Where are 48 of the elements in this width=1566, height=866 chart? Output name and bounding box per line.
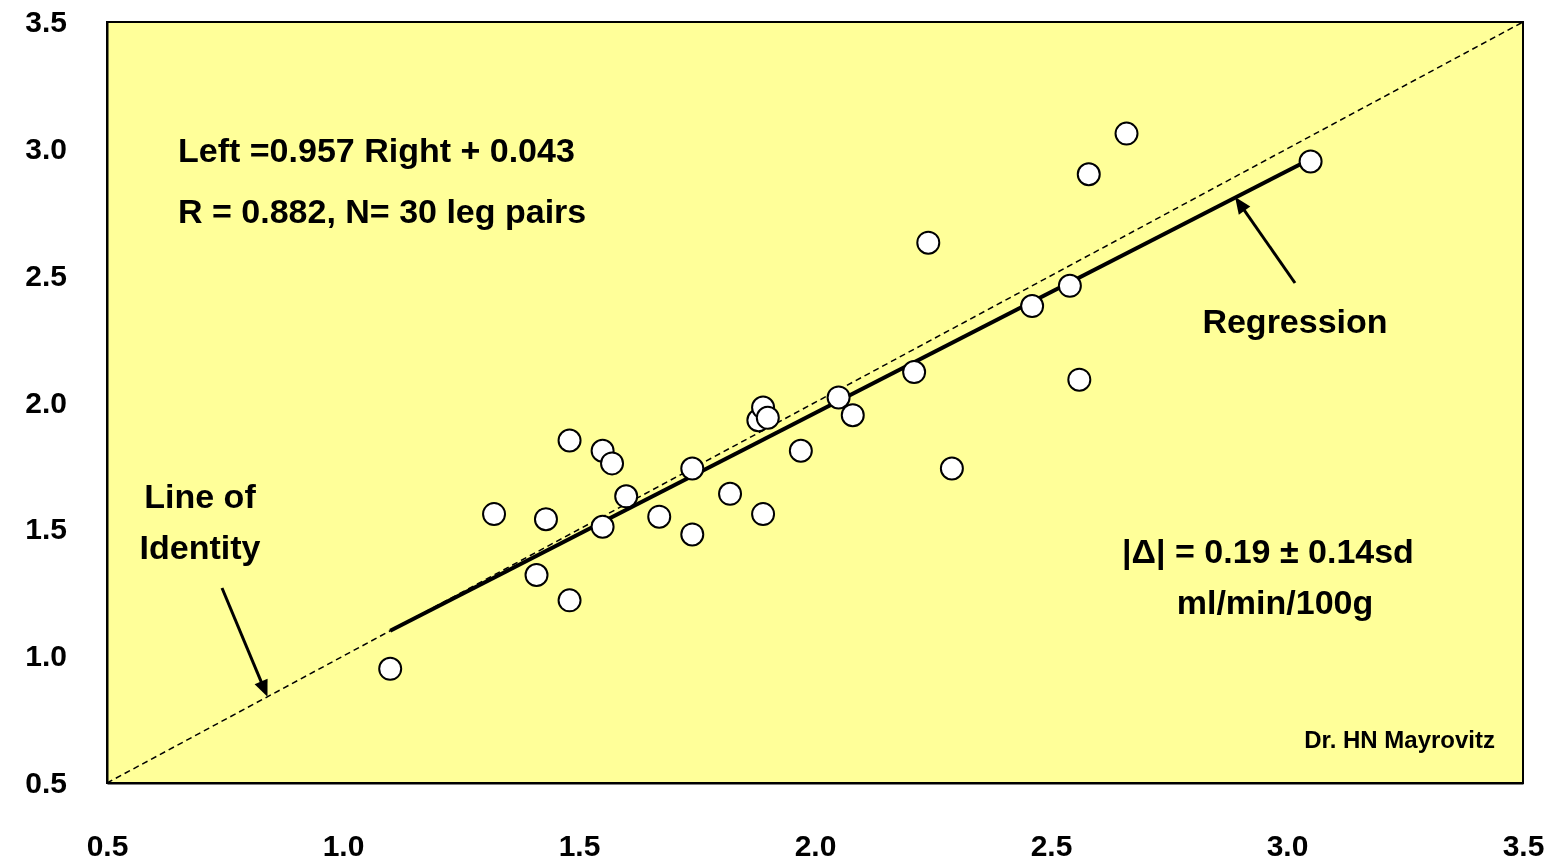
annotation: |Δ| = 0.19 ± 0.14sd	[1122, 532, 1414, 570]
point	[680, 456, 705, 481]
annotation: Dr. HN Mayrovitz	[1304, 726, 1495, 753]
x-tick-label: 3.0	[1266, 829, 1309, 863]
x-tick-label: 0.5	[86, 829, 129, 863]
annotation: Left =0.957 Right + 0.043	[178, 131, 575, 169]
point	[1076, 162, 1101, 187]
point	[1020, 294, 1045, 319]
point	[939, 456, 964, 481]
x-tick-label: 1.0	[322, 829, 365, 863]
point	[916, 230, 941, 255]
x-tick-label: 2.5	[1030, 829, 1073, 863]
point	[600, 451, 625, 476]
annotation: ml/min/100g	[1176, 583, 1374, 621]
y-tick-label: 2.0	[25, 385, 67, 419]
x-tick-label: 1.5	[558, 829, 601, 863]
point	[557, 428, 582, 453]
point	[826, 385, 851, 410]
y-tick-label: 2.5	[25, 258, 67, 292]
point	[614, 484, 639, 509]
annotation: Regression	[1202, 302, 1388, 340]
point	[751, 502, 776, 527]
point	[680, 522, 705, 547]
point	[647, 504, 672, 529]
point	[1057, 273, 1082, 298]
point	[1114, 121, 1139, 146]
point	[840, 403, 865, 428]
point	[557, 588, 582, 613]
annotation: Line of Identity	[139, 477, 261, 566]
y-tick-label: 3.5	[25, 5, 67, 39]
y-tick-label: 1.5	[25, 512, 67, 546]
point	[718, 481, 743, 506]
x-tick-label: 2.0	[794, 829, 837, 863]
point	[533, 507, 558, 532]
point	[378, 656, 403, 681]
x-tick-label: 3.5	[1502, 829, 1545, 863]
point	[482, 502, 507, 527]
point	[755, 405, 780, 430]
point	[524, 563, 549, 587]
point	[788, 438, 813, 463]
y-tick-label: 1.0	[25, 639, 67, 673]
y-tick-label: 3.0	[25, 131, 67, 165]
point	[1298, 149, 1323, 174]
annotation: R = 0.882, N= 30 leg pairs	[178, 192, 587, 230]
point	[1067, 367, 1092, 392]
y-tick-label: 0.5	[25, 766, 67, 800]
point	[902, 360, 927, 385]
point	[590, 514, 615, 539]
